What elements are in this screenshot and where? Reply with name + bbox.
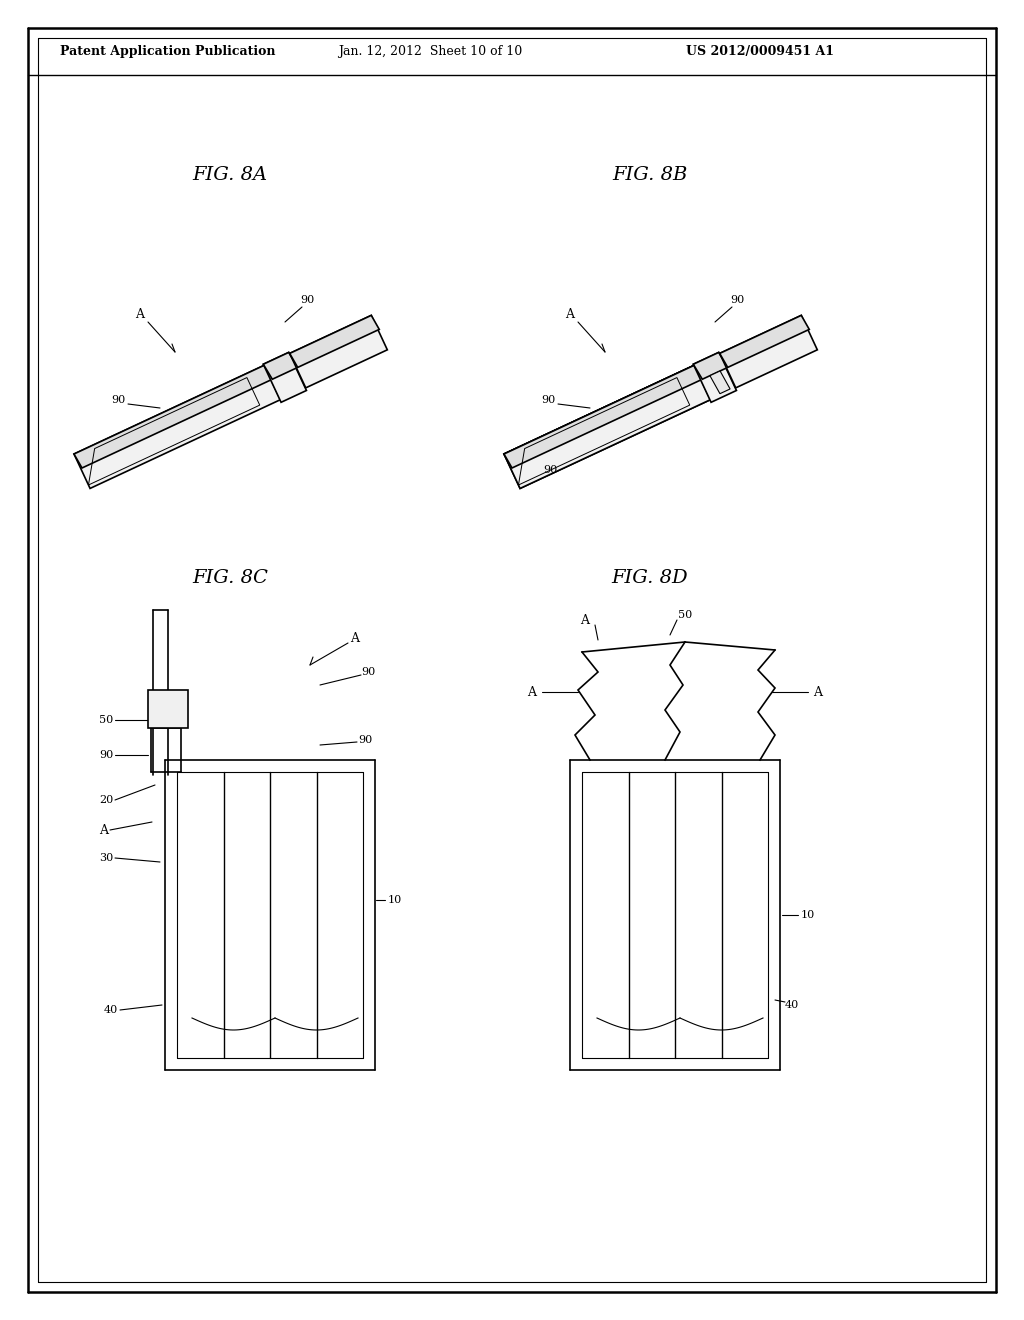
Text: 10: 10 (801, 909, 815, 920)
Text: 50: 50 (98, 715, 113, 725)
Text: A: A (581, 614, 590, 627)
Text: 90: 90 (300, 294, 314, 305)
Text: A: A (527, 685, 537, 698)
Polygon shape (290, 315, 387, 388)
Text: 20: 20 (98, 795, 113, 805)
Polygon shape (263, 352, 298, 379)
Text: A: A (813, 685, 822, 698)
Text: 90: 90 (543, 465, 557, 475)
Text: FIG. 8D: FIG. 8D (611, 569, 688, 587)
Polygon shape (720, 315, 809, 367)
Polygon shape (710, 371, 730, 393)
Text: 30: 30 (98, 853, 113, 863)
Text: 90: 90 (541, 395, 555, 405)
Polygon shape (504, 366, 702, 469)
Text: 50: 50 (678, 610, 692, 620)
Polygon shape (693, 352, 736, 403)
Polygon shape (720, 315, 817, 388)
Polygon shape (74, 366, 281, 488)
Text: 90: 90 (730, 294, 744, 305)
Bar (148, 690, 188, 729)
Polygon shape (504, 366, 711, 488)
Text: Jan. 12, 2012  Sheet 10 of 10: Jan. 12, 2012 Sheet 10 of 10 (338, 45, 522, 58)
Polygon shape (74, 366, 272, 469)
Text: 40: 40 (784, 1001, 799, 1010)
Text: Patent Application Publication: Patent Application Publication (60, 45, 275, 58)
Text: 90: 90 (111, 395, 125, 405)
Text: FIG. 8A: FIG. 8A (193, 166, 267, 183)
Text: A: A (135, 309, 144, 322)
Text: A: A (99, 824, 108, 837)
Text: US 2012/0009451 A1: US 2012/0009451 A1 (686, 45, 834, 58)
Text: FIG. 8C: FIG. 8C (193, 569, 268, 587)
Polygon shape (263, 352, 306, 403)
Text: 90: 90 (360, 667, 375, 677)
Text: 40: 40 (103, 1005, 118, 1015)
Text: FIG. 8B: FIG. 8B (612, 166, 688, 183)
Text: A: A (565, 309, 574, 322)
Text: 10: 10 (388, 895, 402, 906)
Text: 90: 90 (357, 735, 372, 744)
Polygon shape (693, 352, 728, 379)
Polygon shape (504, 366, 702, 469)
Text: 90: 90 (98, 750, 113, 760)
Polygon shape (504, 366, 711, 488)
Polygon shape (290, 315, 379, 367)
Text: A: A (350, 631, 359, 644)
